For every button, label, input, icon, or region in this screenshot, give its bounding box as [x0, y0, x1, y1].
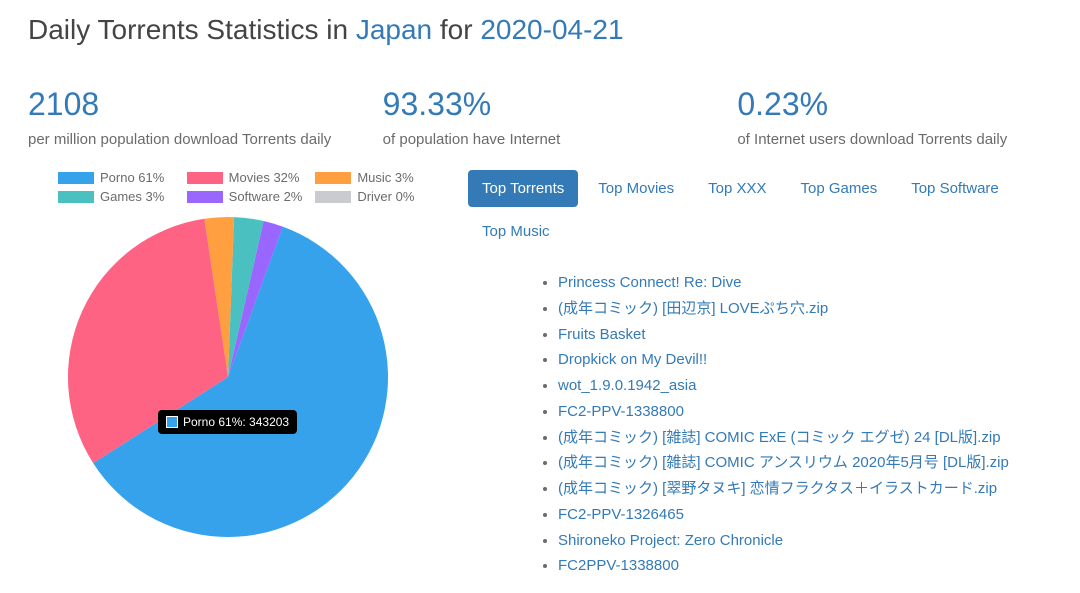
chart-legend: Porno 61% Movies 32% Music 3% Games 3% Softw… — [58, 170, 438, 204]
title-mid: for — [432, 14, 480, 45]
tooltip-swatch-icon — [166, 416, 178, 428]
tab-top-software[interactable]: Top Software — [897, 170, 1013, 207]
tab-top-xxx[interactable]: Top XXX — [694, 170, 780, 207]
torrent-link[interactable]: FC2-PPV-1326465 — [558, 506, 684, 523]
legend-label: Software 2% — [229, 189, 303, 204]
list-column: Top TorrentsTop MoviesTop XXXTop GamesTo… — [468, 170, 1052, 581]
legend-item[interactable]: Movies 32% — [187, 170, 310, 185]
torrent-link[interactable]: Shironeko Project: Zero Chronicle — [558, 532, 783, 549]
stat-per-million: 2108 per million population download Tor… — [28, 86, 343, 150]
stats-row: 2108 per million population download Tor… — [28, 86, 1052, 150]
list-item: (成年コミック) [田辺京] LOVEぷち穴.zip — [558, 298, 1052, 320]
torrent-link[interactable]: FC2-PPV-1338800 — [558, 403, 684, 420]
legend-label: Driver 0% — [357, 189, 414, 204]
list-item: wot_1.9.0.1942_asia — [558, 375, 1052, 397]
stat-torrent-users-pct: 0.23% of Internet users download Torrent… — [737, 86, 1052, 150]
legend-swatch-icon — [187, 191, 223, 203]
chart-tooltip: Porno 61%: 343203 — [158, 410, 297, 434]
title-date[interactable]: 2020-04-21 — [480, 14, 623, 45]
legend-label: Movies 32% — [229, 170, 300, 185]
list-item: FC2-PPV-1326465 — [558, 504, 1052, 526]
stat-desc: per million population download Torrents… — [28, 129, 343, 150]
tab-top-torrents[interactable]: Top Torrents — [468, 170, 578, 207]
torrent-link[interactable]: FC2PPV-1338800 — [558, 557, 679, 574]
tab-top-games[interactable]: Top Games — [787, 170, 892, 207]
torrent-link[interactable]: (成年コミック) [田辺京] LOVEぷち穴.zip — [558, 300, 828, 317]
legend-label: Music 3% — [357, 170, 413, 185]
tooltip-text: Porno 61%: 343203 — [183, 415, 289, 429]
torrent-link[interactable]: Dropkick on My Devil!! — [558, 351, 707, 368]
stat-desc: of population have Internet — [383, 129, 698, 150]
pie-chart[interactable]: Porno 61%: 343203 — [48, 212, 408, 542]
title-country[interactable]: Japan — [356, 14, 432, 45]
torrent-list: Princess Connect! Re: Dive (成年コミック) [田辺京]… — [468, 272, 1052, 577]
legend-item[interactable]: Music 3% — [315, 170, 438, 185]
torrent-link[interactable]: wot_1.9.0.1942_asia — [558, 377, 696, 394]
title-prefix: Daily Torrents Statistics in — [28, 14, 356, 45]
legend-swatch-icon — [315, 172, 351, 184]
list-item: (成年コミック) [雑誌] COMIC アンスリウム 2020年5月号 [DL版… — [558, 452, 1052, 474]
legend-label: Porno 61% — [100, 170, 164, 185]
list-item: Princess Connect! Re: Dive — [558, 272, 1052, 294]
legend-label: Games 3% — [100, 189, 164, 204]
chart-column: Porno 61% Movies 32% Music 3% Games 3% Softw… — [28, 170, 438, 581]
tab-top-movies[interactable]: Top Movies — [584, 170, 688, 207]
stat-value: 0.23% — [737, 86, 1052, 123]
torrent-link[interactable]: Fruits Basket — [558, 326, 646, 343]
legend-item[interactable]: Driver 0% — [315, 189, 438, 204]
page-title: Daily Torrents Statistics in Japan for 2… — [28, 14, 1052, 46]
legend-swatch-icon — [315, 191, 351, 203]
legend-item[interactable]: Software 2% — [187, 189, 310, 204]
legend-item[interactable]: Games 3% — [58, 189, 181, 204]
stat-desc: of Internet users download Torrents dail… — [737, 129, 1052, 150]
torrent-link[interactable]: Princess Connect! Re: Dive — [558, 274, 741, 291]
list-item: (成年コミック) [翠野タヌキ] 恋情フラクタス＋イラストカード.zip — [558, 478, 1052, 500]
legend-swatch-icon — [58, 191, 94, 203]
list-item: (成年コミック) [雑誌] COMIC ExE (コミック エグゼ) 24 [D… — [558, 427, 1052, 449]
list-item: Dropkick on My Devil!! — [558, 349, 1052, 371]
list-item: FC2-PPV-1338800 — [558, 401, 1052, 423]
torrent-link[interactable]: (成年コミック) [雑誌] COMIC ExE (コミック エグゼ) 24 [D… — [558, 429, 1001, 446]
torrent-link[interactable]: (成年コミック) [雑誌] COMIC アンスリウム 2020年5月号 [DL版… — [558, 454, 1009, 471]
legend-swatch-icon — [58, 172, 94, 184]
list-item: Shironeko Project: Zero Chronicle — [558, 530, 1052, 552]
stat-value: 93.33% — [383, 86, 698, 123]
list-item: Fruits Basket — [558, 324, 1052, 346]
legend-swatch-icon — [187, 172, 223, 184]
tab-top-music[interactable]: Top Music — [468, 213, 564, 250]
stat-internet-pct: 93.33% of population have Internet — [383, 86, 698, 150]
legend-item[interactable]: Porno 61% — [58, 170, 181, 185]
stat-value: 2108 — [28, 86, 343, 123]
tab-bar: Top TorrentsTop MoviesTop XXXTop GamesTo… — [468, 170, 1052, 250]
list-item: FC2PPV-1338800 — [558, 555, 1052, 577]
torrent-link[interactable]: (成年コミック) [翠野タヌキ] 恋情フラクタス＋イラストカード.zip — [558, 480, 997, 497]
